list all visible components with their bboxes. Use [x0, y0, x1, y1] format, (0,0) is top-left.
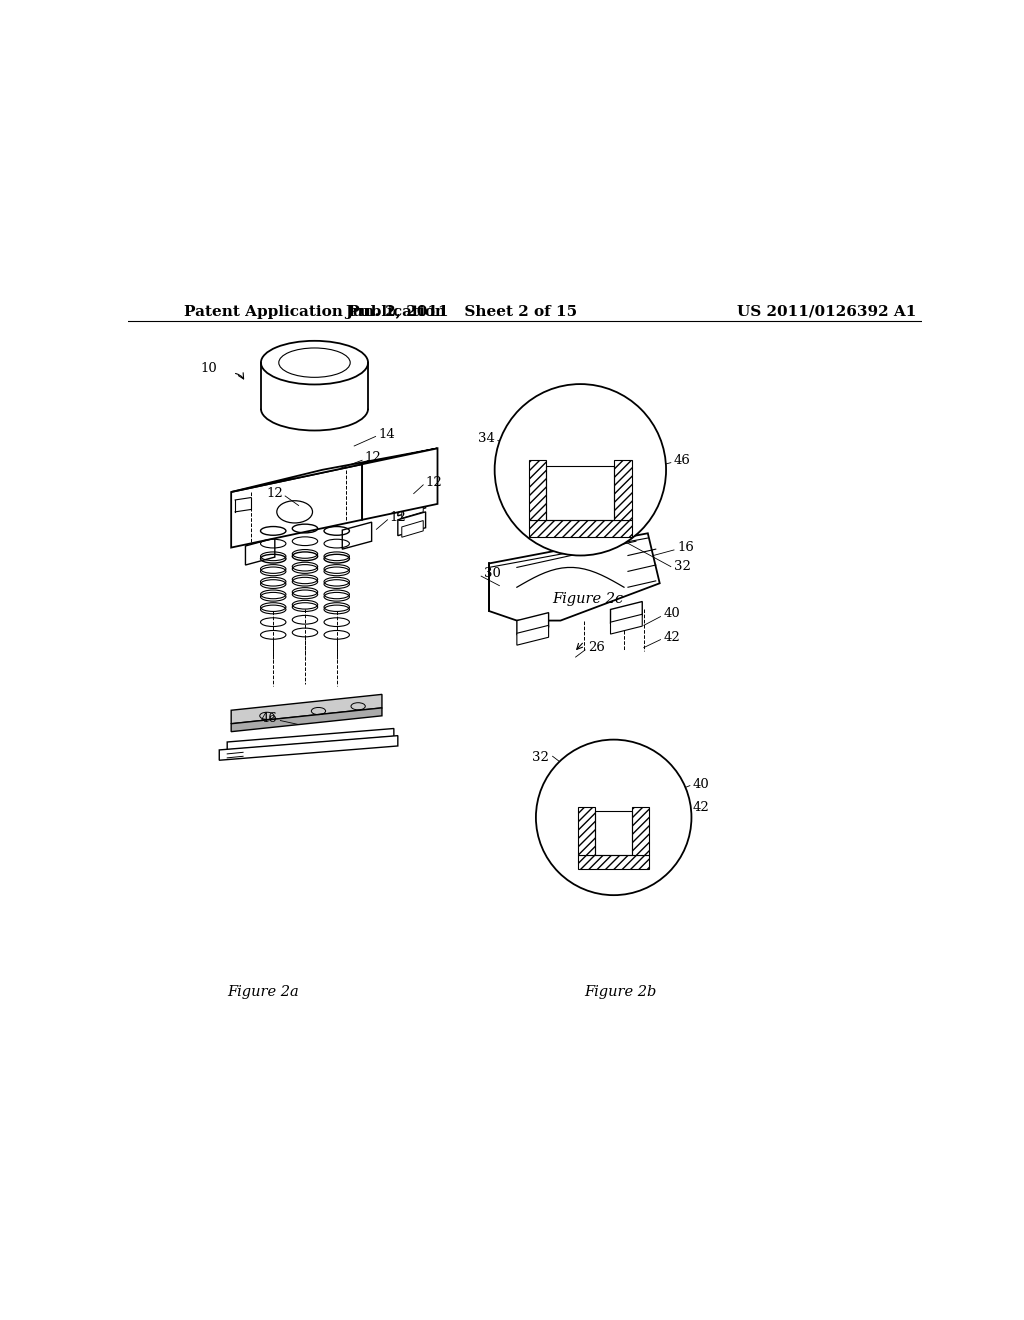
Bar [528, 520, 632, 537]
Bar [632, 807, 649, 854]
Circle shape [495, 384, 666, 556]
Polygon shape [219, 735, 397, 760]
Text: 12: 12 [426, 477, 442, 488]
Text: 40: 40 [693, 777, 710, 791]
Text: 26: 26 [588, 642, 605, 653]
Polygon shape [246, 539, 274, 565]
Text: 30: 30 [483, 568, 501, 581]
Bar [578, 807, 595, 854]
Polygon shape [231, 449, 437, 492]
Polygon shape [517, 612, 549, 635]
Text: 42: 42 [664, 631, 680, 644]
Text: 12: 12 [266, 487, 283, 500]
Text: 12: 12 [365, 451, 381, 465]
Polygon shape [231, 708, 382, 731]
Polygon shape [517, 626, 549, 645]
Text: US 2011/0126392 A1: US 2011/0126392 A1 [736, 305, 916, 318]
Text: 42: 42 [693, 801, 710, 814]
Polygon shape [231, 694, 382, 723]
Polygon shape [610, 602, 642, 624]
Polygon shape [231, 465, 362, 548]
Text: 12: 12 [390, 511, 407, 524]
Circle shape [536, 739, 691, 895]
Bar [528, 461, 546, 520]
Bar [578, 854, 649, 869]
Polygon shape [401, 520, 423, 537]
Text: Patent Application Publication: Patent Application Publication [183, 305, 445, 318]
Text: 32: 32 [531, 751, 549, 764]
Polygon shape [227, 729, 394, 750]
Polygon shape [362, 449, 437, 520]
Polygon shape [401, 502, 423, 519]
Text: Figure 2a: Figure 2a [227, 985, 299, 999]
Text: 46: 46 [260, 711, 278, 725]
Bar [614, 461, 632, 520]
Text: 10: 10 [201, 363, 218, 375]
Text: 14: 14 [378, 428, 394, 441]
Text: Jun. 2, 2011   Sheet 2 of 15: Jun. 2, 2011 Sheet 2 of 15 [345, 305, 578, 318]
Text: Figure 2b: Figure 2b [584, 985, 656, 999]
Bar [546, 466, 614, 520]
Text: 34: 34 [478, 432, 495, 445]
Polygon shape [397, 492, 426, 516]
Text: 46: 46 [674, 454, 691, 467]
Text: 40: 40 [664, 607, 680, 620]
Polygon shape [610, 614, 642, 634]
Polygon shape [489, 533, 659, 620]
Text: Figure 2c: Figure 2c [553, 593, 624, 606]
Text: 16: 16 [677, 541, 694, 554]
Text: 32: 32 [674, 560, 691, 573]
Polygon shape [397, 512, 426, 536]
Polygon shape [342, 523, 372, 549]
Bar [595, 810, 632, 854]
